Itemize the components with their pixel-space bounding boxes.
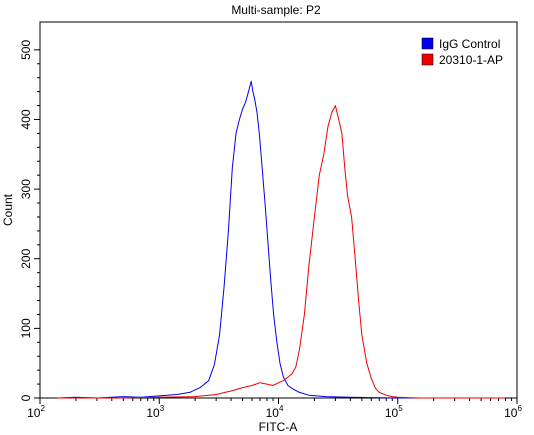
x-tick-base: 10 [385,406,399,420]
chart-title: Multi-sample: P2 [231,3,321,17]
y-tick-label: 300 [19,179,33,199]
x-tick-base: 10 [504,406,518,420]
x-tick-base: 10 [27,406,41,420]
x-tick-exponent: 4 [279,404,284,413]
x-tick-label: 103 [146,404,164,420]
x-axis: 102 103 104 105 106 [27,398,522,420]
y-axis-title: Count [1,193,15,226]
y-axis: 0 100 200 300 400 500 [19,40,40,401]
x-tick-label: 106 [504,404,522,420]
legend-swatch-20310-1-ap [421,53,434,66]
x-tick-exponent: 3 [160,404,165,413]
x-tick-label: 104 [266,404,284,420]
x-tick-exponent: 6 [517,404,522,413]
y-tick-label: 0 [19,394,33,401]
series-layer [57,80,506,399]
x-tick-exponent: 5 [398,404,403,413]
y-tick-label: 400 [19,109,33,129]
plot-area [39,21,518,399]
legend-label-igg-control: IgG Control [439,37,500,51]
x-axis-title: FITC-A [259,420,298,434]
legend-label-20310-1-ap: 20310-1-AP [439,53,503,67]
legend-swatch-igg-control [421,37,434,50]
y-tick-label: 500 [19,40,33,60]
x-tick-label: 105 [385,404,403,420]
legend: IgG Control 20310-1-AP [421,37,503,67]
series-line-igg-control [57,80,506,399]
x-tick-base: 10 [266,406,280,420]
series-line-20310-1-ap [57,105,506,399]
y-tick-label: 200 [19,248,33,268]
y-tick-label: 100 [19,318,33,338]
x-tick-label: 102 [27,404,45,420]
x-tick-base: 10 [146,406,160,420]
x-tick-exponent: 2 [40,404,45,413]
